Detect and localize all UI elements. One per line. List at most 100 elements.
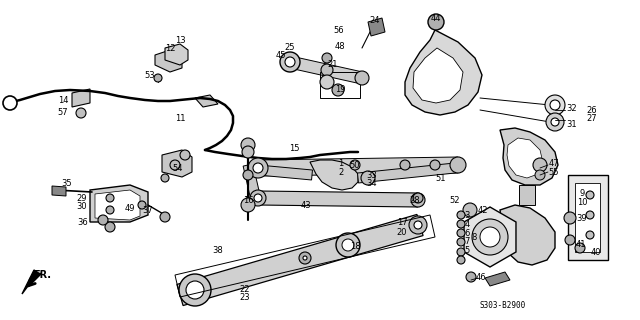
Text: 17: 17 [397, 218, 407, 227]
Text: 15: 15 [289, 143, 300, 153]
Text: 40: 40 [591, 247, 601, 257]
Circle shape [320, 75, 334, 89]
Polygon shape [485, 272, 510, 286]
Circle shape [254, 194, 262, 202]
Circle shape [361, 171, 375, 185]
Text: 49: 49 [125, 204, 135, 212]
Circle shape [170, 160, 180, 170]
Polygon shape [500, 128, 558, 185]
Text: 8: 8 [471, 233, 477, 242]
Circle shape [98, 215, 108, 225]
Text: 51: 51 [436, 173, 446, 182]
Polygon shape [22, 270, 40, 294]
Circle shape [160, 212, 170, 222]
Circle shape [564, 212, 576, 224]
Circle shape [106, 194, 114, 202]
Polygon shape [289, 56, 364, 84]
Polygon shape [413, 48, 463, 103]
Polygon shape [358, 163, 456, 183]
Circle shape [299, 252, 311, 264]
Text: 7: 7 [464, 236, 470, 245]
Circle shape [332, 84, 344, 96]
Circle shape [180, 150, 190, 160]
Polygon shape [90, 185, 148, 222]
Polygon shape [405, 30, 482, 115]
Text: 21: 21 [328, 60, 339, 68]
Circle shape [565, 235, 575, 245]
Polygon shape [243, 164, 261, 201]
Circle shape [242, 146, 254, 158]
Text: 45: 45 [276, 51, 286, 60]
Circle shape [472, 219, 508, 255]
Text: 48: 48 [335, 42, 346, 51]
Polygon shape [257, 165, 312, 180]
Text: 9: 9 [579, 188, 584, 197]
Circle shape [321, 64, 333, 76]
Circle shape [450, 157, 466, 173]
Circle shape [186, 281, 204, 299]
Text: 32: 32 [566, 103, 577, 113]
Text: 38: 38 [212, 245, 223, 254]
Circle shape [533, 158, 547, 172]
Circle shape [76, 108, 86, 118]
Text: 28: 28 [410, 196, 420, 204]
Polygon shape [575, 183, 600, 252]
Circle shape [350, 160, 360, 170]
Circle shape [243, 170, 253, 180]
Circle shape [432, 18, 440, 26]
Polygon shape [155, 50, 182, 72]
Text: 55: 55 [548, 167, 559, 177]
Text: 3: 3 [464, 211, 470, 220]
Circle shape [303, 256, 307, 260]
Text: 30: 30 [77, 202, 87, 211]
Polygon shape [464, 207, 516, 267]
Text: 39: 39 [577, 213, 588, 222]
Circle shape [250, 190, 266, 206]
Polygon shape [258, 191, 418, 207]
Polygon shape [368, 18, 385, 36]
Text: 6: 6 [464, 228, 470, 237]
Polygon shape [310, 160, 358, 190]
Text: 14: 14 [58, 95, 68, 105]
Text: 4: 4 [465, 220, 470, 228]
Circle shape [550, 100, 560, 110]
Text: 18: 18 [349, 242, 360, 251]
Polygon shape [519, 185, 535, 205]
Text: 19: 19 [335, 84, 345, 93]
Circle shape [457, 238, 465, 246]
Polygon shape [258, 157, 458, 176]
Circle shape [430, 160, 440, 170]
Circle shape [154, 74, 162, 82]
Circle shape [336, 233, 360, 257]
Circle shape [457, 211, 465, 219]
Text: 43: 43 [301, 201, 311, 210]
Polygon shape [52, 186, 66, 196]
Text: 35: 35 [61, 179, 72, 188]
Text: 24: 24 [370, 15, 380, 25]
Text: 11: 11 [175, 114, 185, 123]
Polygon shape [507, 138, 543, 178]
Text: 22: 22 [240, 284, 250, 293]
Circle shape [241, 198, 255, 212]
Circle shape [457, 220, 465, 228]
Text: 50: 50 [349, 161, 360, 170]
Circle shape [400, 160, 410, 170]
Circle shape [480, 227, 500, 247]
Text: 25: 25 [285, 43, 295, 52]
Circle shape [161, 174, 169, 182]
Circle shape [551, 118, 559, 126]
Circle shape [409, 216, 427, 234]
Circle shape [545, 95, 565, 115]
Text: 26: 26 [587, 106, 597, 115]
Circle shape [457, 248, 465, 256]
Text: 37: 37 [143, 205, 154, 214]
Text: 41: 41 [576, 239, 586, 249]
Circle shape [575, 243, 585, 253]
Circle shape [463, 203, 477, 217]
Text: 54: 54 [173, 164, 183, 172]
Circle shape [586, 191, 594, 199]
Text: S303-B2900: S303-B2900 [480, 300, 526, 309]
Text: 42: 42 [477, 205, 488, 214]
Circle shape [179, 274, 211, 306]
Text: 52: 52 [450, 196, 460, 204]
